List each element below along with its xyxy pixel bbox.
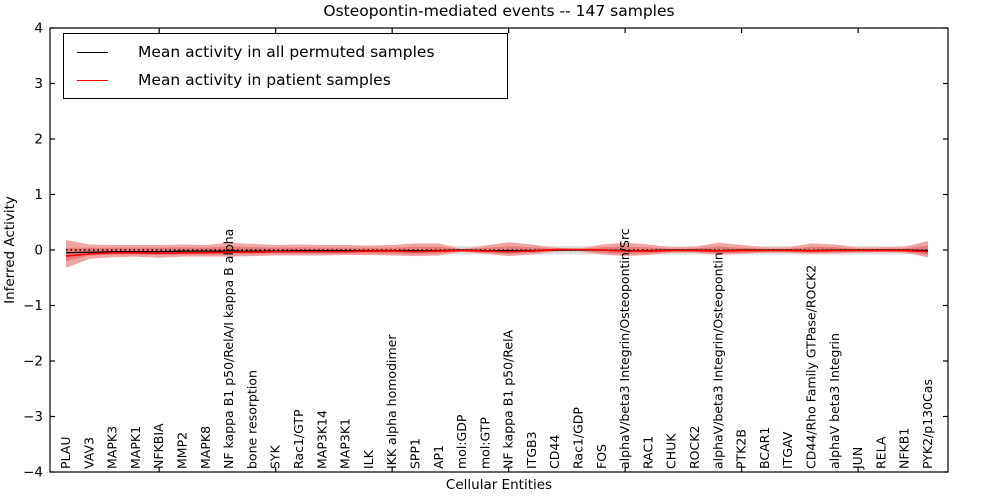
entity-label: RELA bbox=[873, 436, 888, 469]
entity-label: MAP3K1 bbox=[338, 418, 353, 469]
entity-label: MAPK8 bbox=[198, 426, 213, 469]
entity-label: Rac1/GDP bbox=[571, 407, 586, 469]
entity-label: NF kappa B1 p50/RelA/I kappa B alpha bbox=[221, 229, 236, 469]
legend-entry-label: Mean activity in patient samples bbox=[138, 71, 391, 89]
permuted-line-swatch bbox=[77, 51, 108, 53]
entity-label: BCAR1 bbox=[757, 427, 772, 469]
entity-label: ROCK2 bbox=[687, 426, 702, 469]
entity-label: alphaV/beta3 Integrin/Osteopontin/Src bbox=[617, 228, 632, 469]
legend-entry-label: Mean activity in all permuted samples bbox=[138, 43, 435, 61]
entity-label: CHUK bbox=[664, 433, 679, 469]
y-tick-label: 4 bbox=[34, 21, 43, 37]
patient-mean-line bbox=[65, 248, 929, 257]
entity-label: CD44/Rho Family GTPase/ROCK2 bbox=[804, 265, 819, 469]
y-tick-label: −3 bbox=[23, 409, 43, 425]
entity-label: mol:GDP bbox=[454, 414, 469, 469]
entity-label: NF kappa B1 p50/RelA bbox=[501, 329, 516, 469]
entity-label: PTK2B bbox=[734, 429, 749, 469]
legend-entry: Mean activity in patient samples bbox=[64, 66, 507, 94]
entity-label: PYK2/p130Cas bbox=[920, 379, 935, 469]
entity-label: MMP2 bbox=[174, 432, 189, 469]
entity-label: Rac1/GTP bbox=[291, 409, 306, 469]
entity-label: AP1 bbox=[431, 445, 446, 469]
entity-label: bone resorption bbox=[244, 370, 259, 469]
patient-samples-outer-band bbox=[66, 240, 928, 268]
y-tick-label: 0 bbox=[34, 243, 43, 259]
entity-label: NFKBIA bbox=[151, 423, 166, 469]
entity-label: SYK bbox=[268, 444, 283, 469]
entity-label: CD44 bbox=[547, 435, 562, 469]
y-tick-label: 2 bbox=[34, 132, 43, 148]
y-tick-label: 3 bbox=[34, 76, 43, 92]
chart-title: Osteopontin-mediated events -- 147 sampl… bbox=[323, 2, 675, 20]
entity-label: ITGB3 bbox=[524, 431, 539, 469]
legend-box: Mean activity in all permuted samples Mea… bbox=[63, 33, 508, 99]
entity-label: SPP1 bbox=[407, 438, 422, 469]
legend-entry: Mean activity in all permuted samples bbox=[64, 38, 507, 66]
entity-label: FOS bbox=[594, 444, 609, 469]
entity-label: mol:GTP bbox=[477, 417, 492, 469]
y-tick-label: −2 bbox=[23, 354, 43, 370]
entity-label: PLAU bbox=[58, 437, 73, 470]
x-axis-label: Cellular Entities bbox=[445, 477, 553, 493]
entity-label: MAP3K14 bbox=[314, 410, 329, 469]
entity-label: MAPK1 bbox=[128, 426, 143, 469]
entity-label: ILK bbox=[361, 449, 376, 469]
entity-label: VAV3 bbox=[81, 437, 96, 469]
entity-label: MAPK3 bbox=[105, 426, 120, 469]
patient-line-swatch bbox=[77, 79, 108, 81]
entity-label: alphaV beta3 Integrin bbox=[827, 333, 842, 469]
patient-samples-inner-band bbox=[66, 245, 928, 262]
entity-label: JUN bbox=[850, 447, 865, 470]
y-tick-label: −4 bbox=[23, 465, 43, 481]
entity-label: IKK alpha homodimer bbox=[384, 334, 399, 469]
entity-label: NFKB1 bbox=[897, 428, 912, 469]
entity-label: ITGAV bbox=[780, 431, 795, 469]
y-tick-label: 1 bbox=[34, 187, 43, 203]
y-tick-label: −1 bbox=[23, 298, 43, 314]
entity-label: alphaV/beta3 Integrin/Osteopontin bbox=[710, 252, 725, 469]
entity-label: RAC1 bbox=[640, 436, 655, 469]
